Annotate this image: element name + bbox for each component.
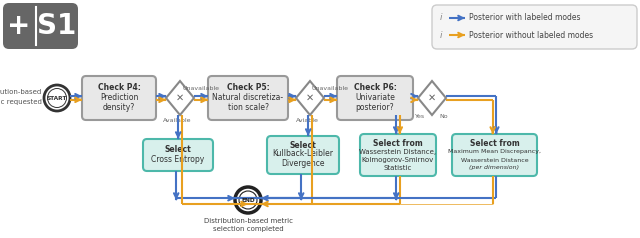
Text: Check P5:: Check P5: bbox=[227, 83, 269, 91]
Text: S1: S1 bbox=[37, 12, 77, 40]
Text: Yes: Yes bbox=[415, 114, 425, 119]
Circle shape bbox=[235, 187, 261, 213]
FancyBboxPatch shape bbox=[337, 76, 413, 120]
FancyBboxPatch shape bbox=[267, 136, 339, 174]
Text: selection completed: selection completed bbox=[212, 226, 284, 232]
Text: Select: Select bbox=[290, 140, 316, 149]
Text: Kullback-Leibler: Kullback-Leibler bbox=[273, 149, 333, 159]
Polygon shape bbox=[418, 81, 446, 115]
Text: Statistic: Statistic bbox=[384, 165, 412, 171]
Text: Natural discretiza-: Natural discretiza- bbox=[212, 93, 284, 101]
Text: Divergence: Divergence bbox=[281, 159, 324, 168]
Text: posterior?: posterior? bbox=[356, 103, 394, 111]
Text: Posterior without labeled modes: Posterior without labeled modes bbox=[469, 30, 593, 40]
Text: Available: Available bbox=[163, 118, 191, 123]
Text: Distribution-based metric: Distribution-based metric bbox=[204, 218, 292, 224]
FancyBboxPatch shape bbox=[432, 5, 637, 49]
Text: i: i bbox=[440, 30, 442, 40]
Text: +: + bbox=[7, 12, 31, 40]
Text: ✕: ✕ bbox=[428, 93, 436, 103]
Polygon shape bbox=[296, 81, 324, 115]
Text: Check P6:: Check P6: bbox=[353, 83, 396, 91]
Circle shape bbox=[239, 191, 257, 209]
Polygon shape bbox=[166, 81, 194, 115]
Text: metric requested: metric requested bbox=[0, 99, 42, 105]
Text: Check P4:: Check P4: bbox=[97, 83, 140, 91]
FancyBboxPatch shape bbox=[143, 139, 213, 171]
Text: Wasserstein Distance,: Wasserstein Distance, bbox=[360, 149, 436, 155]
Text: Cross Entropy: Cross Entropy bbox=[152, 155, 205, 164]
Text: Select: Select bbox=[164, 144, 191, 154]
Text: Maximum Mean Discrepancy,: Maximum Mean Discrepancy, bbox=[448, 149, 541, 154]
Text: Wasserstein Distance: Wasserstein Distance bbox=[461, 158, 528, 163]
Text: Univariate: Univariate bbox=[355, 93, 395, 101]
Text: No: No bbox=[440, 114, 448, 119]
FancyBboxPatch shape bbox=[208, 76, 288, 120]
Text: Unavailable: Unavailable bbox=[182, 85, 220, 90]
Text: i: i bbox=[440, 14, 442, 23]
Circle shape bbox=[44, 85, 70, 111]
Text: Select from: Select from bbox=[373, 139, 423, 148]
Text: Select from: Select from bbox=[470, 139, 520, 148]
Text: END: END bbox=[241, 198, 255, 203]
Circle shape bbox=[47, 89, 67, 108]
Text: Distribution-based: Distribution-based bbox=[0, 89, 42, 95]
FancyBboxPatch shape bbox=[360, 134, 436, 176]
Text: density?: density? bbox=[103, 104, 135, 113]
Text: Posterior with labeled modes: Posterior with labeled modes bbox=[469, 14, 580, 23]
FancyBboxPatch shape bbox=[3, 3, 78, 49]
Text: (per dimension): (per dimension) bbox=[469, 165, 520, 170]
Text: tion scale?: tion scale? bbox=[227, 103, 269, 111]
Text: Kolmogorov-Smirnov: Kolmogorov-Smirnov bbox=[362, 157, 434, 163]
Text: Aviable: Aviable bbox=[296, 118, 319, 123]
FancyBboxPatch shape bbox=[452, 134, 537, 176]
Text: Prediction: Prediction bbox=[100, 94, 138, 103]
Text: ✕: ✕ bbox=[306, 93, 314, 103]
Text: START: START bbox=[47, 95, 67, 100]
Text: Unavailable: Unavailable bbox=[312, 85, 349, 90]
Text: ✕: ✕ bbox=[176, 93, 184, 103]
FancyBboxPatch shape bbox=[82, 76, 156, 120]
